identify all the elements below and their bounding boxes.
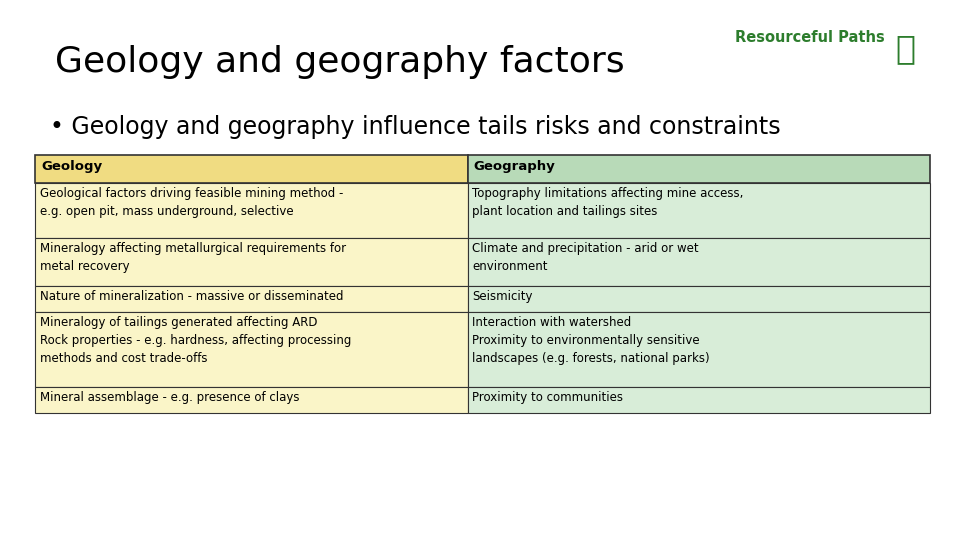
Text: Geography: Geography (473, 160, 555, 173)
Text: Interaction with watershed
Proximity to environmentally sensitive
landscapes (e.: Interaction with watershed Proximity to … (472, 316, 710, 365)
Bar (468, 183, 930, 238)
Bar (35, 238, 468, 286)
Bar (35, 183, 468, 238)
Bar (35, 286, 468, 312)
Text: Topography limitations affecting mine access,
plant location and tailings sites: Topography limitations affecting mine ac… (472, 187, 744, 218)
Text: Seismicity: Seismicity (472, 290, 533, 303)
Bar (468, 312, 930, 387)
Text: 👣: 👣 (895, 32, 915, 65)
Bar (468, 387, 930, 413)
Bar (468, 238, 930, 286)
Bar (35, 312, 468, 387)
Text: Mineral assemblage - e.g. presence of clays: Mineral assemblage - e.g. presence of cl… (40, 391, 300, 404)
Text: Nature of mineralization - massive or disseminated: Nature of mineralization - massive or di… (40, 290, 344, 303)
Text: Mineralogy of tailings generated affecting ARD
Rock properties - e.g. hardness, : Mineralogy of tailings generated affecti… (40, 316, 351, 365)
Text: Mineralogy affecting metallurgical requirements for
metal recovery: Mineralogy affecting metallurgical requi… (40, 242, 347, 273)
Text: Climate and precipitation - arid or wet
environment: Climate and precipitation - arid or wet … (472, 242, 699, 273)
Text: Proximity to communities: Proximity to communities (472, 391, 623, 404)
Bar (35, 155, 468, 183)
Bar (468, 286, 930, 312)
Text: • Geology and geography influence tails risks and constraints: • Geology and geography influence tails … (50, 115, 780, 139)
Text: Geological factors driving feasible mining method -
e.g. open pit, mass undergro: Geological factors driving feasible mini… (40, 187, 344, 218)
Bar (468, 155, 930, 183)
Bar (35, 387, 468, 413)
Text: Geology: Geology (41, 160, 102, 173)
Text: Geology and geography factors: Geology and geography factors (55, 45, 625, 79)
Text: Resourceful Paths: Resourceful Paths (735, 30, 885, 45)
